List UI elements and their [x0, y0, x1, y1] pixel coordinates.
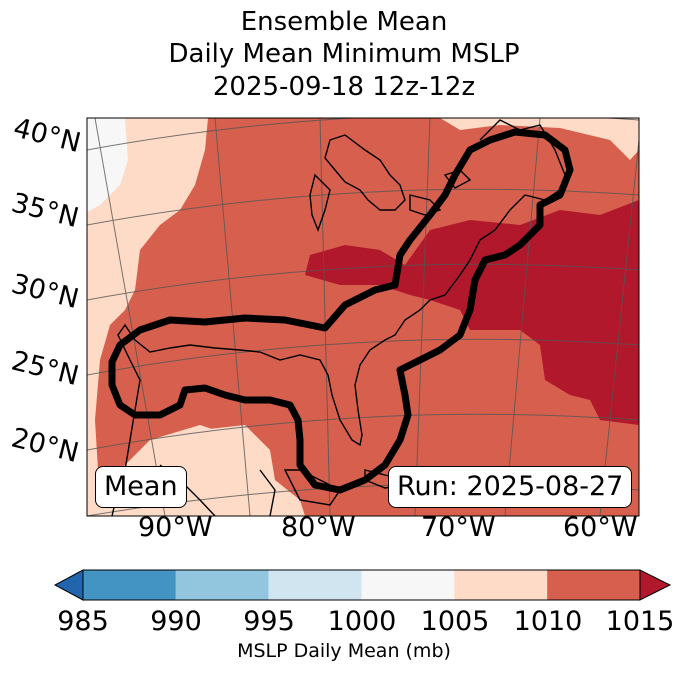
colorbar-segment: [175, 570, 269, 600]
colorbar-tick-1000: 1000: [327, 606, 397, 637]
colorbar-segment: [268, 570, 362, 600]
colorbar-segment: [547, 570, 640, 600]
colorbar-tick-995: 995: [243, 606, 295, 637]
run-date-box: Run: 2025-08-27: [388, 466, 633, 508]
ensemble-contour: [108, 128, 574, 494]
colorbar-label: MSLP Daily Mean (mb): [237, 640, 451, 662]
colorbar-segment: [361, 570, 455, 600]
colorbar-segment: [454, 570, 548, 600]
lon-label-60: 60°W: [563, 512, 638, 543]
colorbar-extend-high: [639, 569, 672, 601]
lon-label-80: 80°W: [281, 512, 356, 543]
field-light-ne: [440, 118, 639, 160]
title-line-2: Daily Mean Minimum MSLP: [168, 39, 520, 69]
colorbar-extend-low: [53, 569, 84, 601]
map-frame: [86, 117, 640, 517]
colorbar-tick-1015: 1015: [605, 606, 675, 637]
lon-label-90: 90°W: [138, 512, 213, 543]
field-1000-1005: [87, 118, 128, 212]
colorbar-tick-985: 985: [57, 606, 109, 637]
lon-label-70: 70°W: [421, 512, 496, 543]
title-line-1: Ensemble Mean: [240, 7, 448, 37]
colorbar-tick-990: 990: [150, 606, 202, 637]
mean-label-box: Mean: [95, 466, 187, 508]
title-line-3: 2025-09-18 12z-12z: [212, 72, 476, 102]
colorbar-frame: [82, 569, 641, 601]
colorbar-segment: [83, 570, 176, 600]
colorbar-tick-1005: 1005: [420, 606, 490, 637]
colorbar-tick-1010: 1010: [513, 606, 583, 637]
field-light-west: [87, 118, 305, 516]
